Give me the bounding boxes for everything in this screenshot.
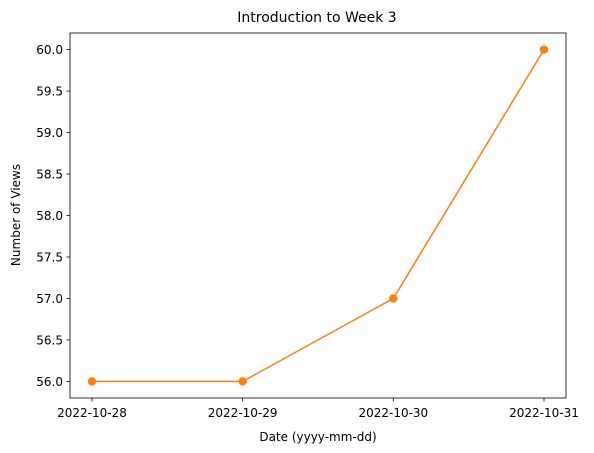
y-tick-label: 56.5 bbox=[36, 333, 63, 347]
y-axis-label: Number of Views bbox=[9, 164, 23, 266]
y-tick-label: 57.5 bbox=[36, 250, 63, 264]
y-tick-label: 58.0 bbox=[36, 209, 63, 223]
y-tick-label: 58.5 bbox=[36, 168, 63, 182]
data-point bbox=[238, 377, 247, 386]
plot-area bbox=[69, 32, 567, 399]
x-tick-label: 2022-10-31 bbox=[509, 406, 579, 420]
chart-title: Introduction to Week 3 bbox=[237, 10, 396, 26]
series-layer bbox=[87, 45, 549, 386]
x-tick-label: 2022-10-30 bbox=[358, 406, 428, 420]
y-tick-label: 59.0 bbox=[36, 126, 63, 140]
y-tick-label: 60.0 bbox=[36, 43, 63, 57]
y-axis: 56.0 56.5 57.0 57.5 58.0 58.5 59.0 59.5 60.0 bbox=[36, 43, 70, 389]
x-axis: 2022-10-28 2022-10-29 2022-10-30 2022-10-31 bbox=[57, 398, 579, 420]
x-tick-label: 2022-10-29 bbox=[208, 406, 278, 420]
x-axis-label: Date (yyyy-mm-dd) bbox=[259, 430, 376, 444]
data-point bbox=[87, 377, 97, 386]
data-point bbox=[539, 45, 549, 54]
axes-frame bbox=[69, 32, 567, 399]
y-tick-label: 59.5 bbox=[36, 85, 63, 99]
x-tick-label: 2022-10-28 bbox=[57, 406, 127, 420]
y-tick-label: 57.0 bbox=[36, 292, 63, 306]
y-tick-label: 56.0 bbox=[36, 375, 63, 389]
data-point bbox=[389, 294, 398, 303]
series-line bbox=[92, 49, 545, 383]
